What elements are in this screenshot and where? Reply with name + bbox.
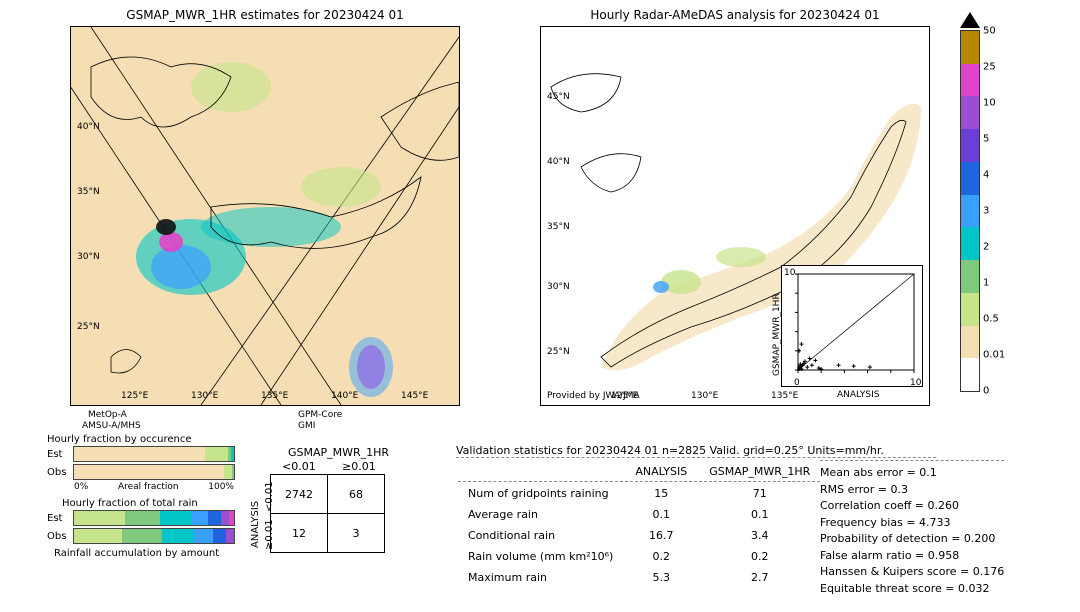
bar-label: Est — [47, 449, 73, 460]
stats-cell: 3.4 — [699, 526, 820, 545]
conf-10: 12 — [271, 514, 328, 553]
right-lon-130: 130°E — [691, 391, 718, 401]
occ-axis-left: 0% — [74, 482, 88, 492]
scatter-inset: ANALYSIS GSMAP_MWR_1HR 0 10 10 — [781, 265, 923, 387]
left-lon-125: 125°E — [121, 391, 148, 401]
stats-cell: Maximum rain — [458, 568, 623, 587]
conf-col2: ≥0.01 — [342, 460, 376, 473]
left-lon-135: 135°E — [261, 391, 288, 401]
stats-cell: 15 — [625, 484, 697, 503]
conf-01: 68 — [328, 475, 385, 514]
stats-cell: Num of gridpoints raining — [458, 484, 623, 503]
stats-title: Validation statistics for 20230424 01 n=… — [456, 444, 936, 458]
metric-line: Probability of detection = 0.200 — [820, 531, 1004, 548]
left-lon-140: 140°E — [331, 391, 358, 401]
colorbar-top-triangle — [960, 12, 980, 28]
stats-cell: Average rain — [458, 505, 623, 524]
sat1-inst: AMSU-A/MHS — [82, 421, 141, 431]
colorbar-tick: 10 — [983, 98, 996, 109]
colorbar-tick: 5 — [983, 134, 989, 145]
sat1-name: MetOp-A — [88, 410, 127, 420]
right-lat-35: 35°N — [547, 222, 570, 232]
conf-rowlab: ANALYSIS — [250, 501, 261, 548]
metric-line: Mean abs error = 0.1 — [820, 465, 1004, 482]
sat2-name: GPM-Core — [298, 410, 342, 420]
colorbar-tick: 4 — [983, 170, 989, 181]
confusion-table: 274268 123 — [270, 474, 385, 553]
right-lon-135: 135°E — [771, 391, 798, 401]
left-map-title: GSMAP_MWR_1HR estimates for 20230424 01 — [70, 8, 460, 22]
left-lat-30: 30°N — [77, 252, 100, 262]
conf-11: 3 — [328, 514, 385, 553]
stats-header — [458, 462, 623, 482]
stats-cell: 0.2 — [699, 547, 820, 566]
metric-line: Hanssen & Kuipers score = 0.176 — [820, 564, 1004, 581]
stats-header: GSMAP_MWR_1HR — [699, 462, 820, 482]
metric-line: Correlation coeff = 0.260 — [820, 498, 1004, 515]
right-lat-40: 40°N — [547, 157, 570, 167]
left-map-panel: 25°N 30°N 35°N 40°N 125°E 130°E 135°E 14… — [70, 26, 460, 406]
stats-cell: 0.2 — [625, 547, 697, 566]
stats-cell: 0.1 — [625, 505, 697, 524]
stats-cell: Rain volume (mm km²10⁶) — [458, 547, 623, 566]
metric-line: Frequency bias = 4.733 — [820, 515, 1004, 532]
conf-col1: <0.01 — [282, 460, 316, 473]
occurrence-title: Hourly fraction by occurence — [47, 434, 191, 445]
colorbar-tick: 0.5 — [983, 314, 999, 325]
inset-ylabel: GSMAP_MWR_1HR — [772, 293, 782, 376]
right-lat-25: 25°N — [547, 347, 570, 357]
inset-y10: 10 — [784, 268, 795, 278]
colorbar-tick: 50 — [983, 26, 996, 37]
conf-title: GSMAP_MWR_1HR — [288, 446, 389, 459]
bar-label: Obs — [47, 467, 73, 478]
inset-x10: 10 — [910, 378, 921, 388]
stats-cell: 71 — [699, 484, 820, 503]
occ-axis-right: 100% — [208, 482, 234, 492]
left-lat-40: 40°N — [77, 122, 100, 132]
stats-cell: 2.7 — [699, 568, 820, 587]
occ-axis-label: Areal fraction — [118, 482, 179, 492]
metric-line: Equitable threat score = 0.032 — [820, 581, 1004, 598]
conf-00: 2742 — [271, 475, 328, 514]
metric-line: False alarm ratio = 0.958 — [820, 548, 1004, 565]
sat2-inst: GMI — [298, 421, 315, 431]
totalrain-title: Hourly fraction of total rain — [62, 498, 198, 509]
colorbar: 502510543210.50.010 — [960, 30, 980, 392]
colorbar-tick: 0 — [983, 386, 989, 397]
left-lat-35: 35°N — [77, 187, 100, 197]
stats-cell: 0.1 — [699, 505, 820, 524]
metrics-list: Mean abs error = 0.1RMS error = 0.3Corre… — [820, 460, 1004, 597]
stats-header: ANALYSIS — [625, 462, 697, 482]
metric-line: RMS error = 0.3 — [820, 482, 1004, 499]
stats-cell: Conditional rain — [458, 526, 623, 545]
colorbar-tick: 25 — [983, 62, 996, 73]
inset-xlabel: ANALYSIS — [837, 390, 879, 400]
colorbar-tick: 3 — [983, 206, 989, 217]
right-lat-30: 30°N — [547, 282, 570, 292]
colorbar-tick: 2 — [983, 242, 989, 253]
inset-x0: 0 — [794, 378, 800, 388]
left-lon-145: 145°E — [401, 391, 428, 401]
left-lon-130: 130°E — [191, 391, 218, 401]
colorbar-tick: 0.01 — [983, 350, 1005, 361]
stats-table: ANALYSISGSMAP_MWR_1HR Num of gridpoints r… — [456, 460, 822, 589]
bar-label: Est — [47, 513, 73, 524]
provided-by: Provided by JWA/JMA — [547, 391, 640, 401]
stats-cell: 16.7 — [625, 526, 697, 545]
left-map-svg — [71, 27, 459, 405]
stats-cell: 5.3 — [625, 568, 697, 587]
right-lat-45: 45°N — [547, 92, 570, 102]
right-map-panel: 25°N 30°N 35°N 40°N 45°N 125°E 130°E 135… — [540, 26, 930, 406]
right-map-title: Hourly Radar-AMeDAS analysis for 2023042… — [540, 8, 930, 22]
bar-label: Obs — [47, 531, 73, 542]
totalrain-axis: Rainfall accumulation by amount — [54, 548, 219, 559]
left-lat-25: 25°N — [77, 322, 100, 332]
colorbar-tick: 1 — [983, 278, 989, 289]
